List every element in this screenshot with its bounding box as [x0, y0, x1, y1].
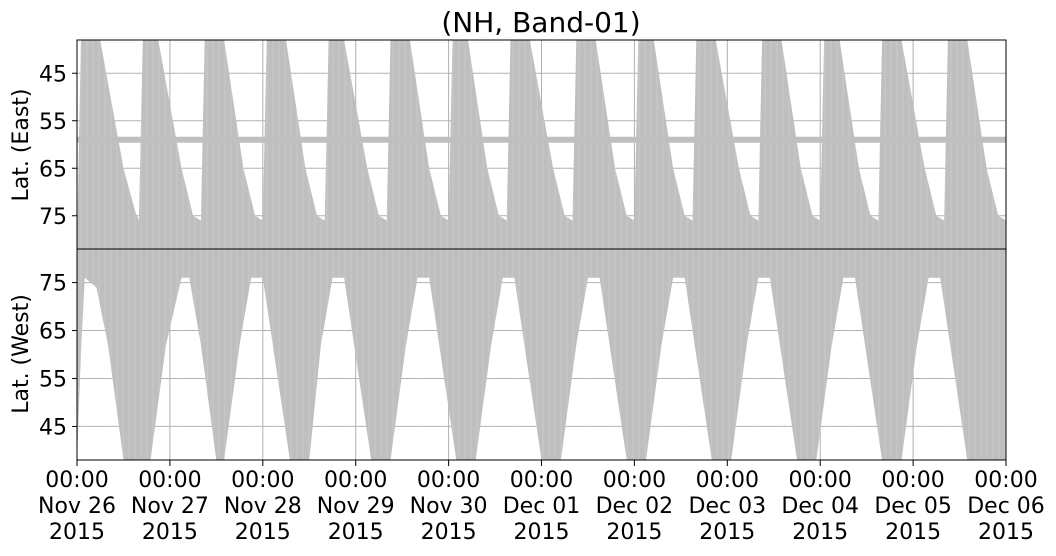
- x-tick-label: 00:00: [881, 468, 944, 493]
- west-panel: 45 55 65 75 Lat. (West): [9, 249, 1007, 460]
- x-tick-label: Dec 05: [874, 494, 952, 519]
- x-tick-label: 2015: [885, 520, 941, 545]
- y-tick-label: 45: [39, 62, 67, 87]
- x-tick-label: 00:00: [324, 468, 387, 493]
- x-tick-label: 2015: [142, 520, 198, 545]
- east-y-axis-label: Lat. (East): [9, 89, 34, 202]
- x-tick-label: 2015: [699, 520, 755, 545]
- x-tick-label: 00:00: [231, 468, 294, 493]
- x-tick-label: 2015: [328, 520, 384, 545]
- x-tick-label: 00:00: [696, 468, 759, 493]
- x-tick-label: 2015: [49, 520, 105, 545]
- x-tick-label: 00:00: [417, 468, 480, 493]
- y-tick-label: 65: [39, 157, 67, 182]
- y-tick-label: 55: [39, 110, 67, 135]
- x-tick-label: 2015: [235, 520, 291, 545]
- y-tick-label: 75: [39, 205, 67, 230]
- y-tick-label: 45: [39, 415, 67, 440]
- x-tick-label: Nov 30: [410, 494, 488, 519]
- x-tick-label: Dec 06: [967, 494, 1045, 519]
- y-tick-label: 55: [39, 367, 67, 392]
- x-tick-label: 00:00: [974, 468, 1037, 493]
- constant-latitude-stripe: [77, 136, 1006, 143]
- west-y-ticks: 45 55 65 75: [39, 272, 77, 440]
- east-coverage-polygon: [77, 40, 1006, 249]
- east-panel: 45 55 65 75 Lat. (East): [9, 40, 1007, 249]
- east-coverage-area: [77, 40, 1006, 249]
- x-tick-label: 2015: [514, 520, 570, 545]
- east-y-ticks: 45 55 65 75: [39, 62, 77, 230]
- x-tick-label: 00:00: [603, 468, 666, 493]
- west-coverage-polygon: [77, 249, 1006, 460]
- west-y-axis-label: Lat. (West): [9, 294, 34, 414]
- x-tick-label: Dec 02: [596, 494, 674, 519]
- y-tick-label: 65: [39, 320, 67, 345]
- x-tick-label: Nov 27: [131, 494, 209, 519]
- x-tick-label: 2015: [421, 520, 477, 545]
- x-tick-label: Nov 26: [38, 494, 116, 519]
- x-tick-label: Nov 28: [224, 494, 302, 519]
- x-tick-label: 00:00: [788, 468, 851, 493]
- x-tick-label: 2015: [978, 520, 1034, 545]
- chart-title: (NH, Band-01): [441, 6, 640, 39]
- x-tick-label: 00:00: [45, 468, 108, 493]
- x-tick-label: 2015: [792, 520, 848, 545]
- west-sampling-lines: [80, 250, 1006, 459]
- y-tick-label: 75: [39, 272, 67, 297]
- east-sampling-lines: [80, 41, 1006, 248]
- x-tick-label: Dec 04: [781, 494, 859, 519]
- x-tick-label: Dec 03: [689, 494, 767, 519]
- x-tick-label: Nov 29: [317, 494, 395, 519]
- west-coverage-area: [77, 249, 1006, 460]
- x-tick-label: 2015: [606, 520, 662, 545]
- x-tick-label: 00:00: [138, 468, 201, 493]
- east-stripe: [77, 136, 1006, 143]
- x-tick-label: Dec 01: [503, 494, 581, 519]
- x-tick-label: 00:00: [510, 468, 573, 493]
